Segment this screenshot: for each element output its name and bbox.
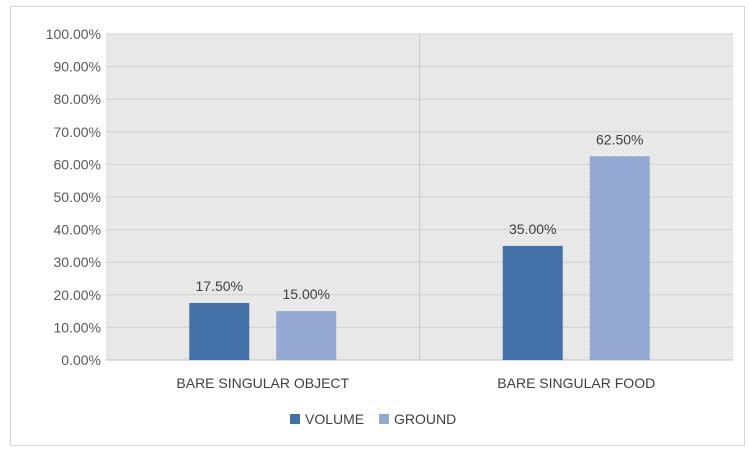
y-tick-label: 0.00% <box>61 352 101 368</box>
y-axis: 0.00% 10.00% 20.00% 30.00% 40.00% 50.00% 60.00… <box>46 26 101 368</box>
y-tick-label: 40.00% <box>54 222 101 238</box>
x-category-label: BARE SINGULAR FOOD <box>497 375 655 391</box>
y-tick-label: 60.00% <box>54 156 101 172</box>
y-tick-label: 50.00% <box>54 189 101 205</box>
legend: VOLUME GROUND <box>290 411 456 427</box>
bar-volume-0 <box>189 302 250 360</box>
chart-frame: 0.00% 10.00% 20.00% 30.00% 40.00% 50.00% 60.00… <box>10 6 745 446</box>
gridlines <box>106 33 733 361</box>
legend-swatch-ground <box>379 414 389 424</box>
bar-ground-0 <box>276 311 337 360</box>
x-axis: BARE SINGULAR OBJECT BARE SINGULAR FOOD <box>176 375 655 391</box>
data-label: 35.00% <box>509 221 556 237</box>
bar-ground-1 <box>589 156 650 360</box>
data-label: 62.50% <box>596 131 643 147</box>
y-tick-label: 20.00% <box>54 287 101 303</box>
data-label: 17.50% <box>196 278 243 294</box>
bar-volume-1 <box>502 245 563 360</box>
y-tick-label: 10.00% <box>54 319 101 335</box>
y-tick-label: 30.00% <box>54 254 101 270</box>
x-category-label: BARE SINGULAR OBJECT <box>176 375 349 391</box>
y-tick-label: 70.00% <box>54 124 101 140</box>
legend-label-ground: GROUND <box>394 411 456 427</box>
bars <box>189 156 650 360</box>
data-label: 15.00% <box>283 286 330 302</box>
legend-swatch-volume <box>290 414 300 424</box>
bar-chart: 0.00% 10.00% 20.00% 30.00% 40.00% 50.00% 60.00… <box>46 26 733 427</box>
data-labels: 17.50% 15.00% 35.00% 62.50% <box>196 131 644 302</box>
legend-label-volume: VOLUME <box>305 411 364 427</box>
y-tick-label: 100.00% <box>46 26 101 42</box>
y-tick-label: 90.00% <box>54 59 101 75</box>
y-tick-label: 80.00% <box>54 91 101 107</box>
